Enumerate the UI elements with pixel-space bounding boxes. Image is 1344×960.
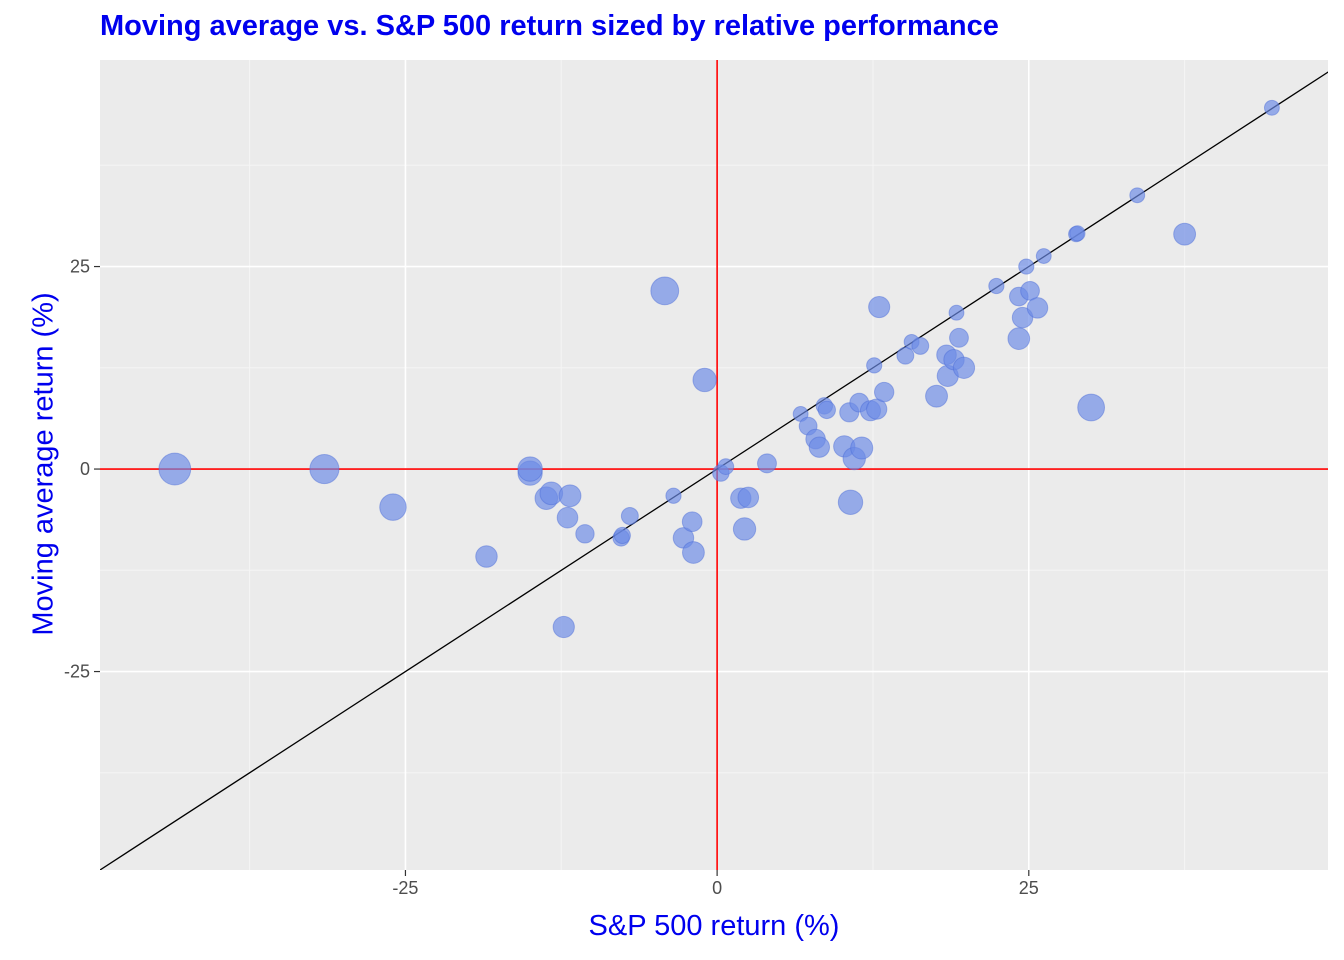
data-point <box>692 367 717 393</box>
data-point <box>379 493 407 521</box>
data-point <box>517 456 543 482</box>
data-point <box>1011 306 1034 329</box>
data-point <box>309 453 340 485</box>
data-point <box>552 615 575 639</box>
data-point <box>949 327 969 348</box>
data-point <box>1077 393 1106 422</box>
x-tick-label: 25 <box>1019 878 1039 898</box>
data-point <box>620 507 639 526</box>
data-point <box>575 524 595 544</box>
data-point <box>874 381 895 403</box>
data-point <box>665 487 682 504</box>
data-point <box>737 486 760 509</box>
data-point <box>866 357 883 374</box>
y-tick-label: 25 <box>70 257 90 277</box>
data-point <box>682 541 705 564</box>
data-point <box>866 398 888 420</box>
data-point <box>732 517 757 541</box>
data-point <box>948 304 965 321</box>
data-points <box>158 99 1280 639</box>
data-point <box>952 356 976 379</box>
data-point <box>1173 222 1197 246</box>
data-point <box>1263 99 1280 116</box>
data-point <box>808 436 831 458</box>
data-point <box>911 337 930 355</box>
chart-title: Moving average vs. S&P 500 return sized … <box>100 10 999 42</box>
y-tick-label: 0 <box>80 459 90 479</box>
data-point <box>850 436 874 460</box>
data-point <box>1020 280 1040 301</box>
data-point <box>1035 248 1052 264</box>
x-tick-label: -25 <box>392 878 418 898</box>
data-point <box>650 276 680 306</box>
data-point <box>1069 225 1086 242</box>
data-point <box>868 295 891 319</box>
data-point <box>681 511 703 533</box>
data-point <box>1007 327 1031 350</box>
data-point <box>475 545 498 568</box>
data-point <box>896 346 915 365</box>
axis-ticks: -25 0 25 -25 0 25 <box>64 257 1039 898</box>
data-point <box>1018 258 1035 275</box>
data-point <box>1129 187 1146 204</box>
x-axis-label: S&P 500 return (%) <box>588 910 840 942</box>
data-point <box>558 484 582 508</box>
data-point <box>757 453 777 474</box>
data-point <box>613 526 631 545</box>
data-point <box>837 489 864 515</box>
plot-panel <box>100 60 1328 870</box>
data-point <box>925 384 948 408</box>
x-tick-label: 0 <box>712 878 722 898</box>
data-point <box>988 277 1005 295</box>
data-point <box>817 400 836 420</box>
data-point <box>556 506 579 529</box>
data-point <box>717 458 735 475</box>
minor-gridlines <box>100 60 1328 870</box>
data-point <box>158 452 192 486</box>
y-tick-label: -25 <box>64 662 90 682</box>
data-point <box>1026 297 1049 319</box>
